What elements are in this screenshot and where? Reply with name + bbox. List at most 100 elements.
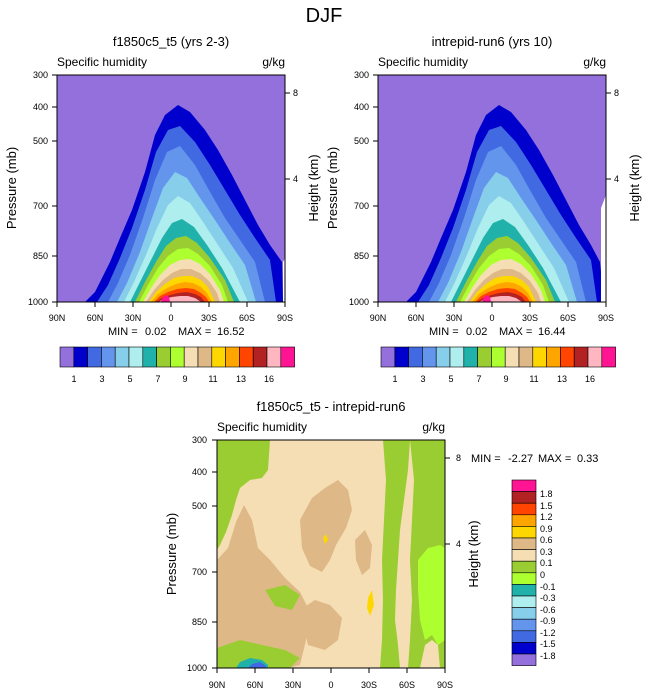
panel-2-cbar-label-1: 3 (420, 374, 425, 384)
panel-3-cbar-label-12: -1.2 (540, 628, 556, 638)
panel-3-variable: Specific humidity (217, 420, 307, 434)
panel-3-yellow-spot-high (323, 534, 328, 544)
panel-3-ytick-5: 1000 (187, 663, 207, 673)
panel-2-max-value: 16.44 (538, 326, 566, 338)
panel-2-rtick-0: 8 (614, 88, 619, 98)
panel-1-xtick-0: 90N (49, 313, 66, 323)
panel-2-ylabel-right: Height (km) (627, 154, 642, 221)
panel-1-cbar-label-3: 7 (155, 374, 160, 384)
panel-2-colorbar-swatch-16 (601, 346, 616, 368)
panel-3-title: f1850c5_t5 - intrepid-run6 (257, 399, 406, 414)
panel-1-xtick-4: 30S (201, 313, 217, 323)
panel-1-colorbar-swatch-16 (280, 346, 295, 368)
panel-1-ytick-0: 300 (33, 70, 48, 80)
panel-1-colorbar-swatch-13 (239, 346, 254, 368)
panel-1-xtick-1: 60N (87, 313, 104, 323)
panel-3-green-patch-mid (265, 585, 300, 610)
panel-3-colorbar-swatch-8 (511, 572, 537, 585)
panel-1-ylabel: Pressure (mb) (4, 147, 19, 229)
panel-3-xtick-2: 30N (285, 680, 302, 690)
panel-3-colorbar (511, 479, 537, 666)
panel-3-ylabel-right: Height (km) (466, 520, 481, 587)
panel-3-colorbar-swatch-9 (511, 584, 537, 597)
panel-3-xtick-5: 60S (399, 680, 415, 690)
panel-3-xtick-4: 30S (361, 680, 377, 690)
panel-1-colorbar-swatch-6 (142, 346, 157, 368)
panel-1-ytick-3: 700 (33, 201, 48, 211)
panel-2-min-value: 0.02 (466, 326, 487, 338)
panel-2-ytick-0: 300 (354, 70, 369, 80)
panel-1-title: f1850c5_t5 (yrs 2-3) (113, 34, 229, 49)
panel-2-colorbar-labels: 1 3 5 7 9 11 13 16 (392, 374, 595, 384)
panel-2-colorbar-swatch-11 (532, 346, 547, 368)
panel-3-cbar-label-10: -0.6 (540, 605, 556, 615)
panel-1-colorbar-swatch-2 (87, 346, 102, 368)
panel-1-units: g/kg (262, 55, 285, 69)
panel-1-xtick-6: 90S (277, 313, 293, 323)
panel-3-colorbar-swatch-7 (511, 560, 537, 574)
panel-3-cbar-label-9: -0.3 (540, 593, 556, 603)
panel-1-ytick-5: 1000 (28, 297, 48, 307)
panel-3-colorbar-swatch-13 (511, 630, 537, 643)
panel-2-right-axis: 8 4 Height (km) (606, 88, 642, 222)
panel-2-ytick-3: 700 (354, 201, 369, 211)
panel-1-colorbar-swatch-12 (225, 346, 240, 368)
panel-1-xtick-5: 60S (239, 313, 255, 323)
panel-2-colorbar-swatch-12 (546, 346, 561, 368)
panel-2-units: g/kg (583, 55, 606, 69)
panel-1-cbar-label-2: 5 (127, 374, 132, 384)
panel-2-colorbar-swatch-7 (477, 346, 492, 368)
panel-3-ytick-0: 300 (192, 435, 207, 445)
panel-3-cbar-label-14: -1.8 (540, 651, 556, 661)
panel-3-colorbar-swatch-1 (511, 491, 537, 504)
panel-3-units: g/kg (422, 420, 445, 434)
panel-3-tan-patch-low (300, 600, 342, 650)
panel-1-xtick-2: 30N (125, 313, 142, 323)
panel-2-colorbar-swatch-4 (435, 346, 451, 368)
panel-3-max-value: 0.33 (577, 453, 598, 465)
panel-3-xtick-3: 0 (328, 680, 333, 690)
panel-1-rtick-0: 8 (293, 88, 298, 98)
panel-1-cbar-label-6: 13 (236, 374, 246, 384)
panel-3-cbar-label-6: 0.1 (540, 558, 553, 568)
panel-1-min-label: MIN = (108, 326, 138, 338)
panel-2-min-label: MIN = (429, 326, 459, 338)
panel-2-xtick-1: 60N (408, 313, 425, 323)
panel-2-xtick-0: 90N (370, 313, 387, 323)
panel-2-cbar-label-0: 1 (392, 374, 397, 384)
panel-3-x-axis: 90N 60N 30N 0 30S 60S 90S (209, 668, 453, 690)
panel-1-y-axis: 300 400 500 700 850 1000 Pressure (mb) (4, 70, 57, 307)
panel-2-xtick-5: 60S (560, 313, 576, 323)
panel-3-y-axis: 300 400 500 700 850 1000 Pressure (mb) (164, 435, 217, 673)
panel-3-xtick-0: 90N (209, 680, 226, 690)
panel-1-max-value: 16.52 (217, 326, 245, 338)
panel-3-tan-patch-center (300, 480, 352, 572)
panel-3-green-patch-low-west (217, 640, 300, 668)
panel-3-light-green-south (418, 545, 445, 645)
panel-3-cbar-label-4: 0.6 (540, 535, 553, 545)
panel-1-cbar-label-7: 16 (264, 374, 274, 384)
panel-3-max-label: MAX = (538, 453, 571, 465)
panel-1-min-value: 0.02 (145, 326, 166, 338)
panel-1-colorbar-swatch-11 (211, 346, 226, 368)
panel-3-contours (217, 440, 445, 668)
panel-2-ytick-4: 850 (354, 251, 369, 261)
panel-3-ytick-2: 500 (192, 501, 207, 511)
panel-2-ytick-1: 400 (354, 102, 369, 112)
panel-3-rtick-1: 4 (456, 539, 461, 549)
panel-3-green-band-tropical (380, 440, 410, 668)
panel-2-max-label: MAX = (499, 326, 532, 338)
panel-2-colorbar-swatch-14 (573, 346, 589, 368)
panel-3-cbar-label-1: 1.5 (540, 501, 553, 511)
panel-1-colorbar-swatch-4 (114, 346, 130, 368)
panel-3-colorbar-swatch-2 (511, 502, 537, 516)
panel-2-contours (378, 75, 606, 302)
panel-3-colorbar-swatch-11 (511, 607, 537, 620)
panel-3-blue-min (248, 662, 266, 668)
panel-1-ytick-4: 850 (33, 251, 48, 261)
panel-2-cbar-label-3: 7 (476, 374, 481, 384)
panel-3-colorbar-swatch-4 (511, 526, 537, 539)
panel-3-ylabel: Pressure (mb) (164, 513, 179, 595)
panel-2-colorbar-swatch-15 (587, 346, 603, 368)
